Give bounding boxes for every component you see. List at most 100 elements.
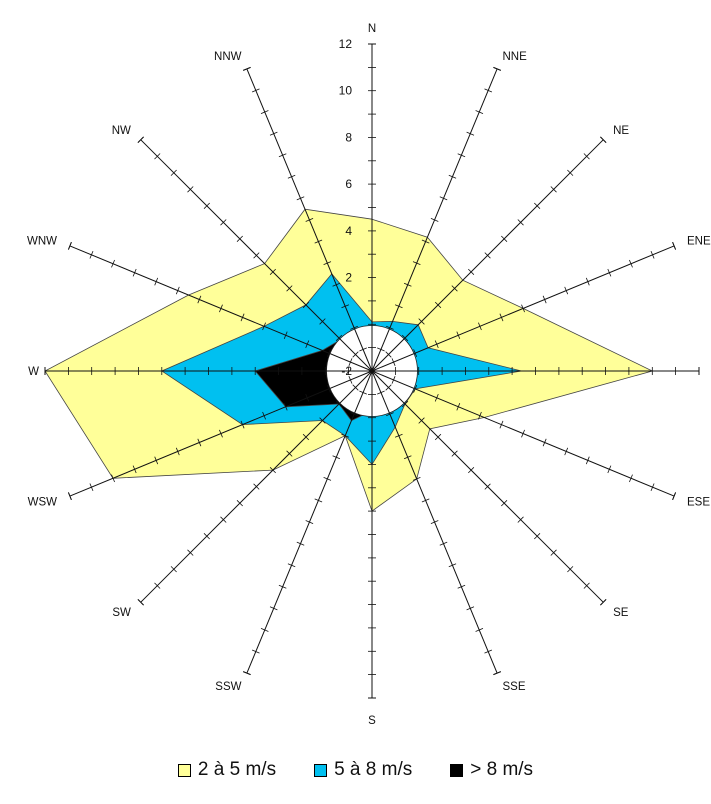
axis-tick-SW-10	[170, 566, 177, 573]
axis-tick-SSW-8	[278, 584, 287, 589]
axis-tick-WNW-3	[262, 322, 266, 331]
radial-tick-label-6: 12	[339, 37, 353, 51]
axis-tick-NNW-10	[260, 110, 269, 114]
axis-tick-WNW-5	[219, 304, 223, 313]
legend-item-0: 2 à 5 m/s	[177, 759, 277, 781]
direction-label-WNW: WNW	[27, 236, 57, 248]
axis-tick-NW-9	[187, 186, 194, 193]
axis-tick-ENE-5	[521, 304, 525, 313]
axis-tick-SE-11	[583, 582, 590, 589]
axis-tick-SW-9	[187, 549, 194, 556]
axis-tick-ESE-0	[413, 385, 418, 393]
axis-tick-NW-6	[236, 235, 243, 242]
axis-tick-NE-5	[484, 252, 491, 259]
axis-tick-ENE-6	[542, 295, 547, 304]
axis-tick-SSE-5	[430, 520, 439, 524]
axis-tick-NE-12	[600, 136, 607, 143]
axis-tick-SW-5	[253, 483, 260, 490]
axis-tick-NNE-9	[466, 131, 475, 136]
axis-tick-ENE-8	[585, 277, 590, 286]
axis-tick-SE-7	[517, 516, 524, 523]
axis-tick-ESE-11	[650, 483, 655, 492]
axis-tick-SE-4	[468, 467, 475, 474]
legend-label-0: 2 à 5 m/s	[197, 759, 277, 780]
axis-tick-ESE-6	[542, 438, 547, 447]
axis-tick-ESE-2	[456, 402, 461, 411]
axis-tick-SSE-12	[493, 671, 501, 675]
axis-tick-ESE-8	[585, 456, 590, 465]
axis-tick-ESE-9	[607, 465, 612, 474]
direction-label-W: W	[28, 366, 39, 378]
axis-tick-NNE-3	[412, 261, 421, 265]
axis-tick-ENE-9	[607, 268, 612, 277]
axis-tick-SE-3	[451, 450, 458, 457]
axis-tick-NNW-1	[341, 304, 350, 309]
axis-tick-SSW-11	[251, 649, 260, 654]
axis-tick-NNE-10	[475, 110, 484, 114]
axis-tick-NNE--1	[377, 347, 385, 352]
axis-tick-SW-12	[137, 599, 144, 606]
direction-label-SE: SE	[613, 607, 629, 619]
axis-tick-NNW-5	[305, 218, 314, 222]
axis-tick-SE--1	[385, 384, 392, 391]
direction-label-NE: NE	[613, 125, 629, 137]
axis-tick-WSW-9	[132, 465, 137, 474]
radial-tick-label-1: 2	[345, 271, 352, 285]
axis-tick-SE-6	[501, 500, 508, 507]
direction-label-S: S	[368, 715, 376, 727]
axis-tick-SSW-6	[296, 541, 305, 546]
axis-tick-SSW-12	[243, 671, 251, 675]
axis-tick-SW-0	[335, 400, 343, 408]
axis-tick-SE-5	[484, 483, 491, 490]
axis-tick-ENE--1	[391, 358, 396, 366]
axis-tick-ENE-7	[564, 286, 569, 295]
axis-tick-NW-4	[269, 268, 276, 275]
axis-tick-SSW-10	[260, 628, 269, 632]
axis-tick-SW-7	[220, 516, 227, 523]
legend-swatch-0	[177, 763, 191, 777]
axis-tick-WSW-2	[283, 402, 288, 411]
direction-label-SSW: SSW	[215, 681, 241, 693]
axis-tick-ESE-7	[564, 447, 569, 456]
axis-tick-ENE-0	[413, 349, 418, 357]
axis-tick-SSE-11	[484, 649, 493, 654]
radial-tick-label-5: 10	[339, 84, 353, 98]
axis-tick-WNW-10	[111, 259, 115, 268]
axis-tick-SSW-2	[332, 455, 341, 460]
axis-tick-SW-6	[236, 500, 243, 507]
axis-tick-ESE-1	[434, 393, 439, 402]
axis-tick-NNW-12	[243, 67, 251, 71]
legend-label-1: 5 à 8 m/s	[334, 759, 413, 780]
axis-tick-NE-9	[550, 186, 557, 193]
axis-tick-ENE-11	[650, 250, 655, 259]
radial-tick-label-3: 6	[345, 177, 352, 191]
axis-tick-SSE-8	[457, 584, 466, 589]
axis-tick-NE-10	[567, 169, 574, 176]
axis-tick-SW-8	[203, 533, 210, 540]
axis-tick-SSE-4	[421, 498, 430, 503]
axis-tick-SSE-7	[448, 563, 457, 568]
axis-tick-ESE-4	[499, 420, 504, 429]
axis-tick-SW--1	[352, 384, 359, 391]
axis-tick-ENE-2	[456, 331, 461, 340]
axis-tick-WNW-12	[68, 242, 72, 250]
axis-tick-ENE-1	[434, 340, 439, 349]
axis-tick-WSW-7	[175, 447, 180, 456]
axis-tick-SE-10	[567, 566, 574, 573]
axis-tick-SE-8	[534, 533, 541, 540]
axis-tick-WNW-6	[197, 295, 202, 304]
axis-tick-NNW-6	[296, 196, 305, 201]
axis-tick-WSW-8	[154, 456, 159, 465]
axis-tick-NW--1	[352, 351, 359, 358]
axis-tick-SSE-9	[466, 606, 475, 611]
axis-tick-SE-0	[401, 400, 409, 408]
axis-tick-WSW-6	[197, 438, 202, 447]
axis-tick-NNE-1	[394, 304, 403, 309]
axis-tick-NNW-3	[323, 261, 332, 265]
axis-tick-NNW-4	[314, 239, 323, 244]
axis-tick-NE-1	[418, 318, 425, 325]
radial-tick-label-2: 4	[345, 224, 352, 238]
axis-tick-WNW-0	[326, 349, 331, 357]
axis-tick-SSE-2	[403, 455, 412, 460]
legend-label-2: > 8 m/s	[470, 759, 534, 780]
